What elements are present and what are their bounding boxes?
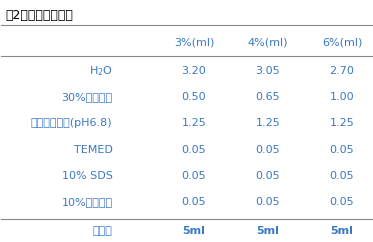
Text: 4%(ml): 4%(ml) — [248, 37, 288, 47]
Text: 0.05: 0.05 — [256, 145, 280, 155]
Text: （2）浓缩胶的配制: （2）浓缩胶的配制 — [5, 8, 73, 22]
Text: TEMED: TEMED — [73, 145, 112, 155]
Text: H$_2$O: H$_2$O — [89, 64, 112, 78]
Text: 3%(ml): 3%(ml) — [174, 37, 214, 47]
Text: 0.05: 0.05 — [330, 145, 354, 155]
Text: 0.05: 0.05 — [256, 197, 280, 207]
Text: 0.50: 0.50 — [182, 92, 206, 102]
Text: 5ml: 5ml — [182, 226, 206, 236]
Text: 2.70: 2.70 — [330, 66, 354, 76]
Text: 1.25: 1.25 — [182, 118, 206, 129]
Text: 6%(ml): 6%(ml) — [322, 37, 362, 47]
Text: 0.05: 0.05 — [330, 197, 354, 207]
Text: 总体积: 总体积 — [93, 226, 112, 236]
Text: 30%丙烯酰胺: 30%丙烯酰胺 — [61, 92, 112, 102]
Text: 3.05: 3.05 — [256, 66, 280, 76]
Text: 0.05: 0.05 — [330, 171, 354, 181]
Text: 5ml: 5ml — [257, 226, 279, 236]
Text: 0.05: 0.05 — [256, 171, 280, 181]
Text: 0.65: 0.65 — [256, 92, 280, 102]
Text: 1.25: 1.25 — [256, 118, 280, 129]
Text: 浓缩胶缓冲液(pH6.8): 浓缩胶缓冲液(pH6.8) — [31, 118, 112, 129]
Text: 3.20: 3.20 — [182, 66, 206, 76]
Text: 0.05: 0.05 — [182, 145, 206, 155]
Text: 1.00: 1.00 — [330, 92, 354, 102]
Text: 10%过硫酸铵: 10%过硫酸铵 — [61, 197, 112, 207]
Text: 5ml: 5ml — [330, 226, 354, 236]
Text: 0.05: 0.05 — [182, 197, 206, 207]
Text: 10% SDS: 10% SDS — [62, 171, 112, 181]
Text: 1.25: 1.25 — [330, 118, 354, 129]
Text: 0.05: 0.05 — [182, 171, 206, 181]
